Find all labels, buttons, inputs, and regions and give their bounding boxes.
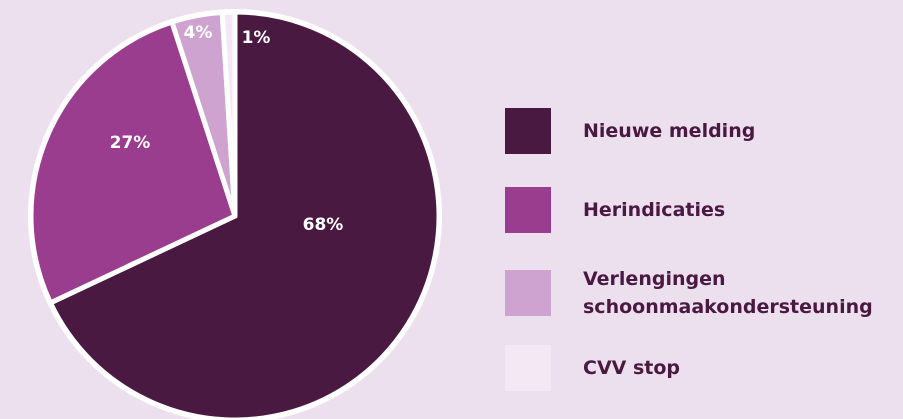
pie-slice <box>28 19 238 306</box>
legend-swatch <box>505 187 551 233</box>
legend-label: Verlengingen schoonmaakondersteuning <box>583 268 873 318</box>
legend-item: CVV stop <box>505 345 903 391</box>
pie-slice <box>219 9 238 219</box>
legend-item: Nieuwe melding <box>505 108 903 154</box>
pie-slice <box>47 9 442 419</box>
legend-label: Nieuwe melding <box>583 120 756 142</box>
legend-item: Verlengingen schoonmaakondersteuning <box>505 265 903 321</box>
legend-swatch <box>505 108 551 154</box>
legend-label: Herindicaties <box>583 199 726 221</box>
slice-label: 27% <box>110 133 151 153</box>
legend-item: Herindicaties <box>505 187 903 233</box>
slice-label: 4% <box>184 23 213 43</box>
legend-label: CVV stop <box>583 357 681 379</box>
legend-swatch <box>505 270 551 316</box>
slice-label: 68% <box>303 215 344 235</box>
legend-swatch <box>505 345 551 391</box>
slice-label: 1% <box>242 28 271 48</box>
